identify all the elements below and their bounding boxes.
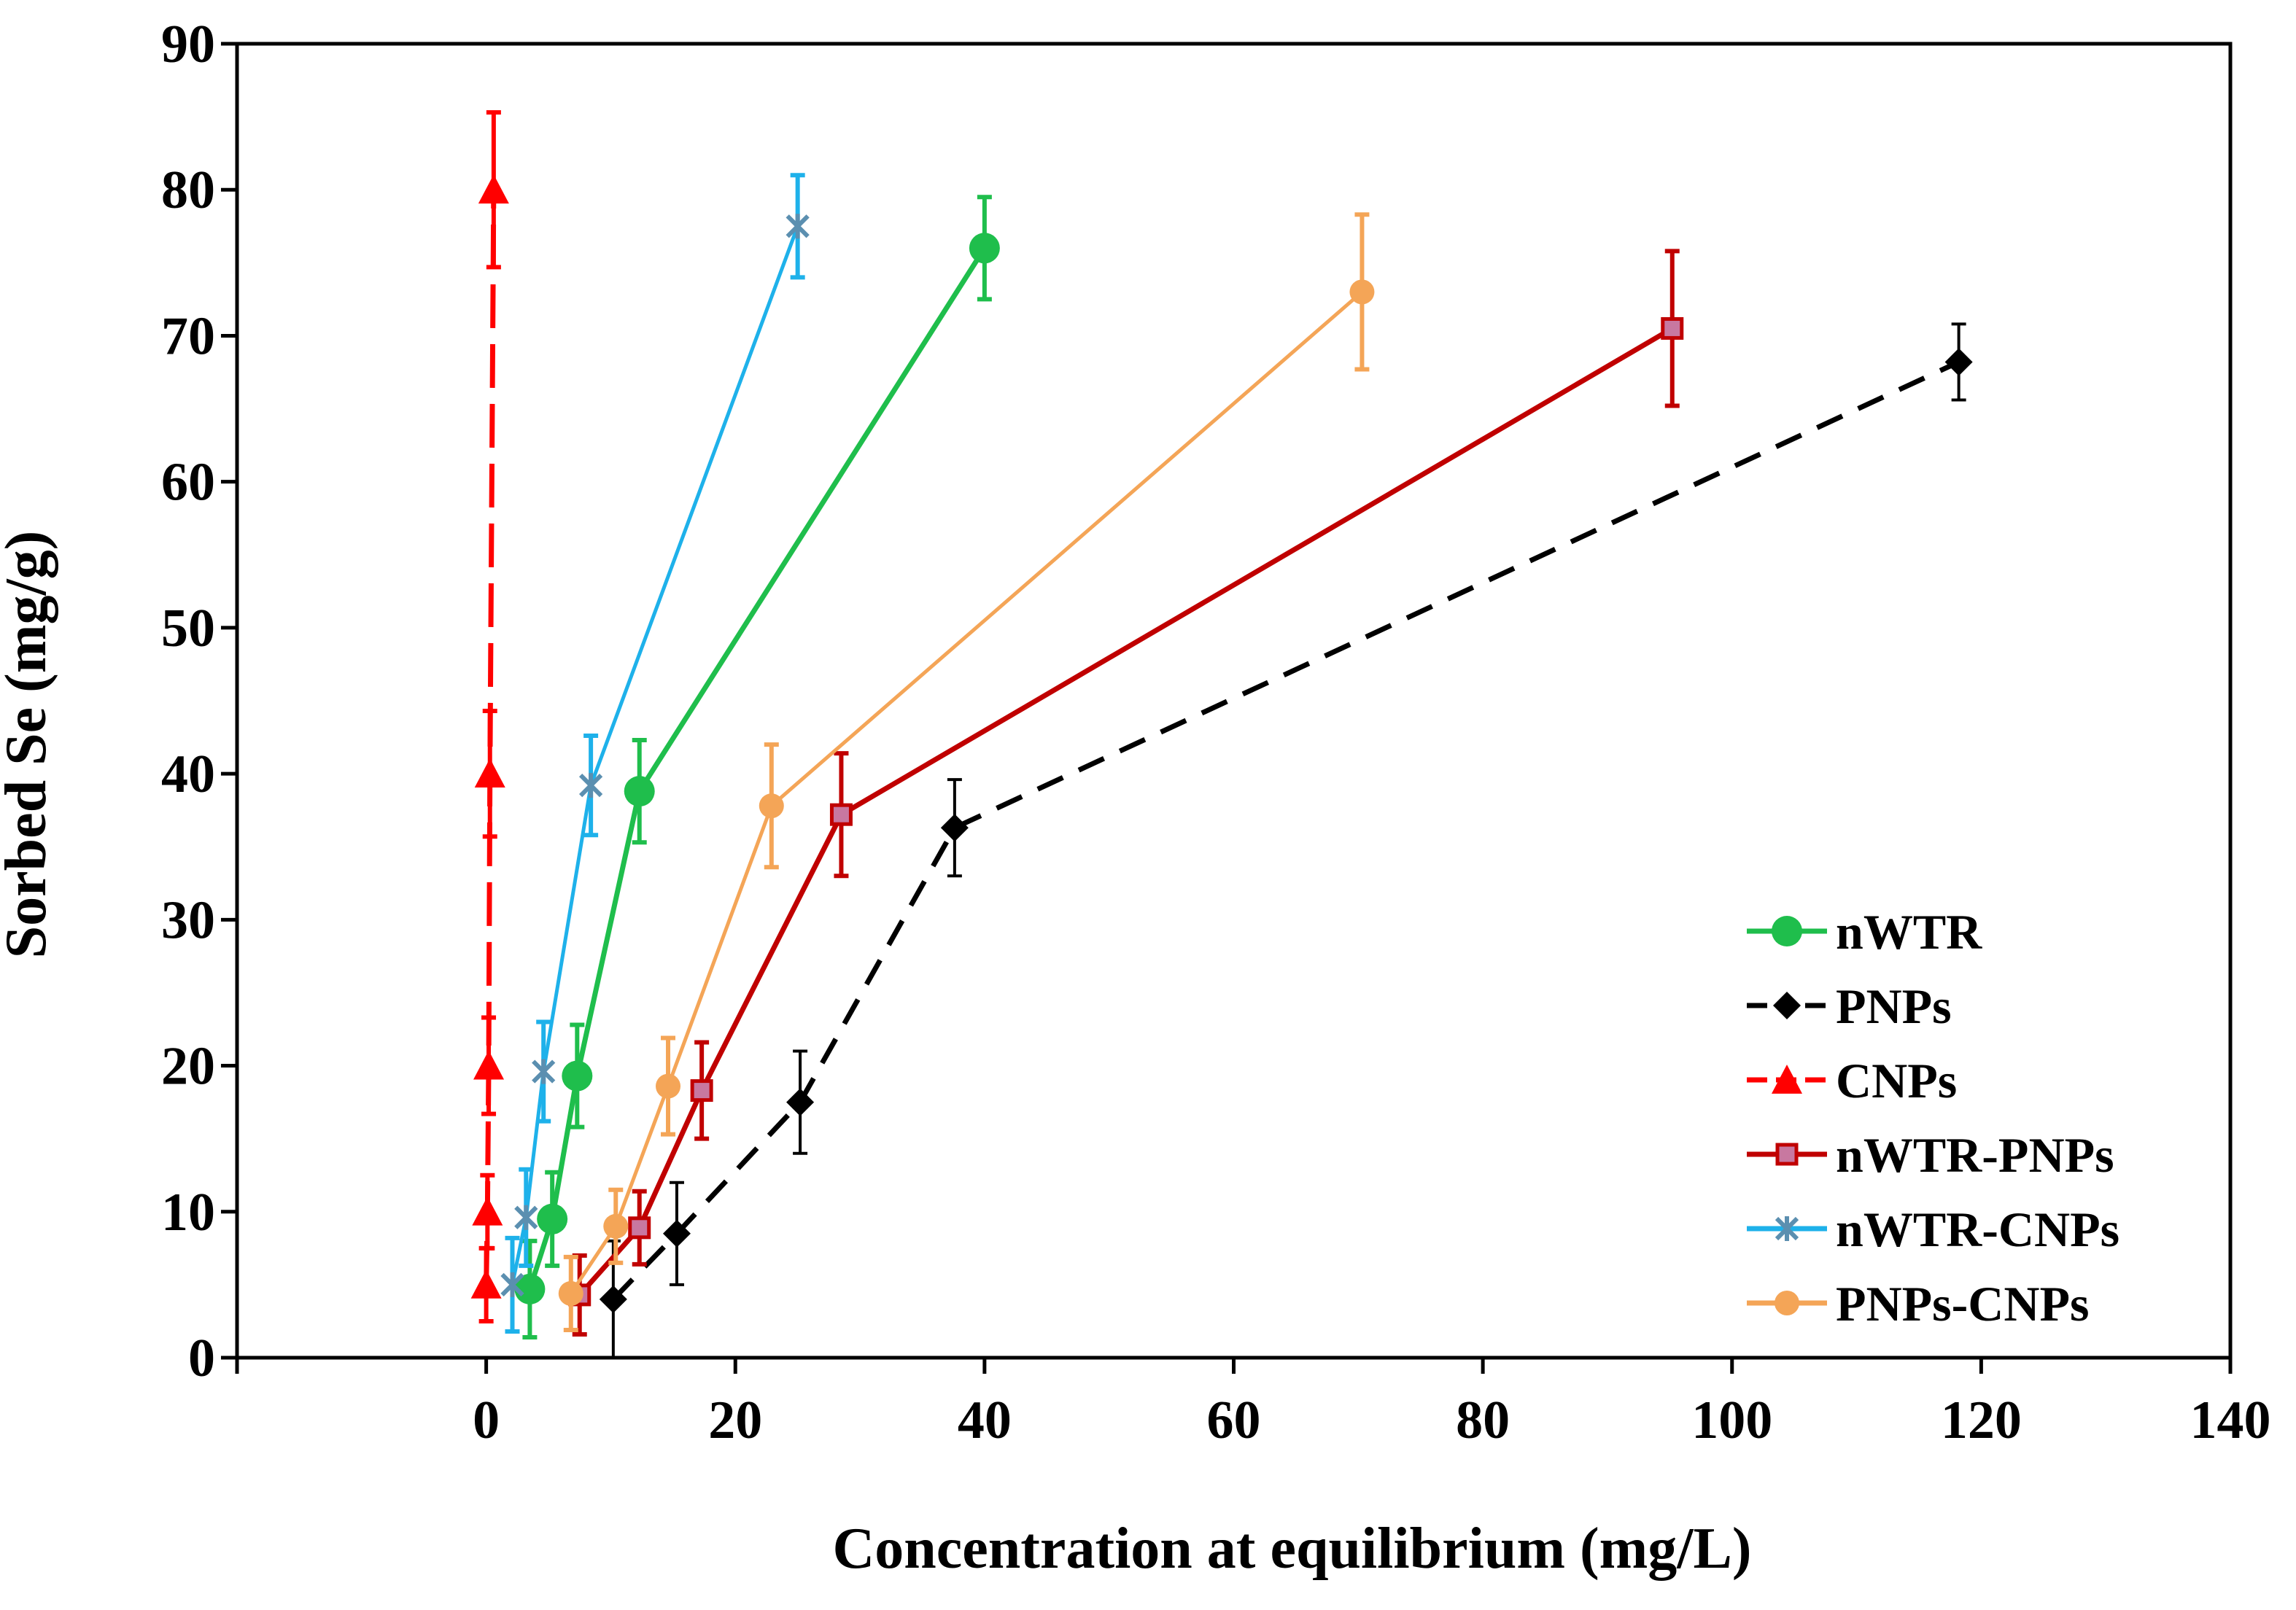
legend-marker-pnps-cnps [1775,1291,1799,1315]
x-axis: 0 20 40 60 80 100 120 140 [235,1358,2271,1450]
x-tick-label: 60 [1207,1391,1261,1450]
data-point-pnps [940,814,969,842]
data-point-pnps-cnps [558,1280,583,1306]
data-point-cnps [478,174,509,204]
data-point-nwtr [537,1203,568,1234]
series-layer [470,110,1973,1359]
y-tick-label: 50 [161,599,215,658]
series-nwtr-pnps [568,249,1684,1337]
series-line-nwtr-pnps [578,326,1674,1297]
y-tick-label: 40 [161,744,215,804]
y-tick-label: 30 [161,890,215,950]
x-tick-label: 40 [958,1391,1012,1450]
legend-label-nwtr-cnps: nWTR-CNPs [1836,1202,2119,1257]
data-point-nwtr [969,233,1000,264]
y-tick-label: 10 [161,1183,215,1242]
data-point-pnps-cnps [1349,279,1375,305]
y-tick-label: 70 [161,306,215,366]
data-point-pnps [786,1088,815,1116]
data-point-nwtr [624,776,655,807]
y-tick-label: 20 [161,1037,215,1097]
data-point-nwtr-pnps [1661,316,1684,340]
x-tick-label: 100 [1691,1391,1772,1450]
legend-item-nwtr: nWTR [1747,904,1982,960]
y-tick-label: 60 [161,453,215,513]
x-tick-label: 0 [473,1391,500,1450]
series-line-pnps [611,359,1960,1302]
series-pnps-cnps [558,212,1375,1332]
data-point-nwtr [562,1060,593,1092]
legend-marker-cnps [1772,1065,1802,1094]
x-tick-label: 80 [1456,1391,1510,1450]
legend-item-pnps-cnps: PNPs-CNPs [1747,1276,2090,1331]
legend-item-nwtr-cnps: nWTR-CNPs [1747,1202,2119,1257]
data-point-nwtr-cnps [532,1059,556,1084]
data-point-pnps-cnps [759,793,784,819]
legend-item-pnps: PNPs [1747,979,1952,1034]
data-point-pnps-cnps [656,1073,681,1099]
y-tick-label: 80 [161,160,215,220]
y-tick-label: 90 [161,15,215,74]
data-point-nwtr-cnps [500,1272,524,1297]
series-cnps [470,110,509,1323]
series-pnps [599,322,1973,1359]
data-point-cnps [474,758,505,788]
legend-label-cnps: CNPs [1836,1053,1957,1108]
legend-item-cnps: CNPs [1747,1053,1957,1108]
legend-marker-nwtr [1772,916,1802,946]
legend-label-pnps: PNPs [1836,979,1952,1034]
legend-marker-nwtr-pnps [1775,1143,1799,1166]
series-line-pnps-cnps [569,290,1364,1295]
legend-marker-pnps [1773,992,1801,1019]
legend-label-pnps-cnps: PNPs-CNPs [1836,1276,2090,1331]
series-nwtr-cnps [500,173,810,1334]
data-point-nwtr-pnps [628,1216,651,1240]
data-point-nwtr-pnps [690,1079,713,1102]
data-point-nwtr-cnps [578,773,603,798]
legend-label-nwtr: nWTR [1836,904,1982,960]
legend-label-nwtr-pnps: nWTR-PNPs [1836,1127,2114,1183]
data-point-nwtr-pnps [829,803,853,826]
legend-marker-nwtr-cnps [1775,1216,1799,1241]
x-tick-label: 20 [708,1391,762,1450]
y-axis-title: Sorbed Se (mg/g) [0,531,58,959]
data-point-cnps [472,1196,503,1226]
x-tick-label: 120 [1941,1391,2022,1450]
y-axis: 0 10 20 30 40 50 60 70 80 90 [161,15,237,1388]
legend: nWTR PNPs CNPs nWTR-PNPs nWTR-CNPs PNPs-CNPs [1747,904,2119,1331]
data-point-nwtr-cnps [786,214,810,239]
series-nwtr [514,195,1000,1339]
data-point-pnps-cnps [603,1213,629,1239]
data-point-nwtr [514,1273,546,1304]
data-point-cnps [473,1050,505,1080]
data-point-pnps [1944,348,1973,376]
x-axis-title: Concentration at equilibrium (mg/L) [833,1517,1752,1581]
data-point-nwtr-cnps [514,1205,538,1230]
legend-item-nwtr-pnps: nWTR-PNPs [1747,1127,2114,1183]
y-tick-label: 0 [188,1329,215,1388]
data-point-pnps [662,1219,691,1248]
x-tick-label: 140 [2190,1391,2271,1450]
data-point-cnps [470,1269,502,1299]
data-point-pnps [599,1285,627,1313]
